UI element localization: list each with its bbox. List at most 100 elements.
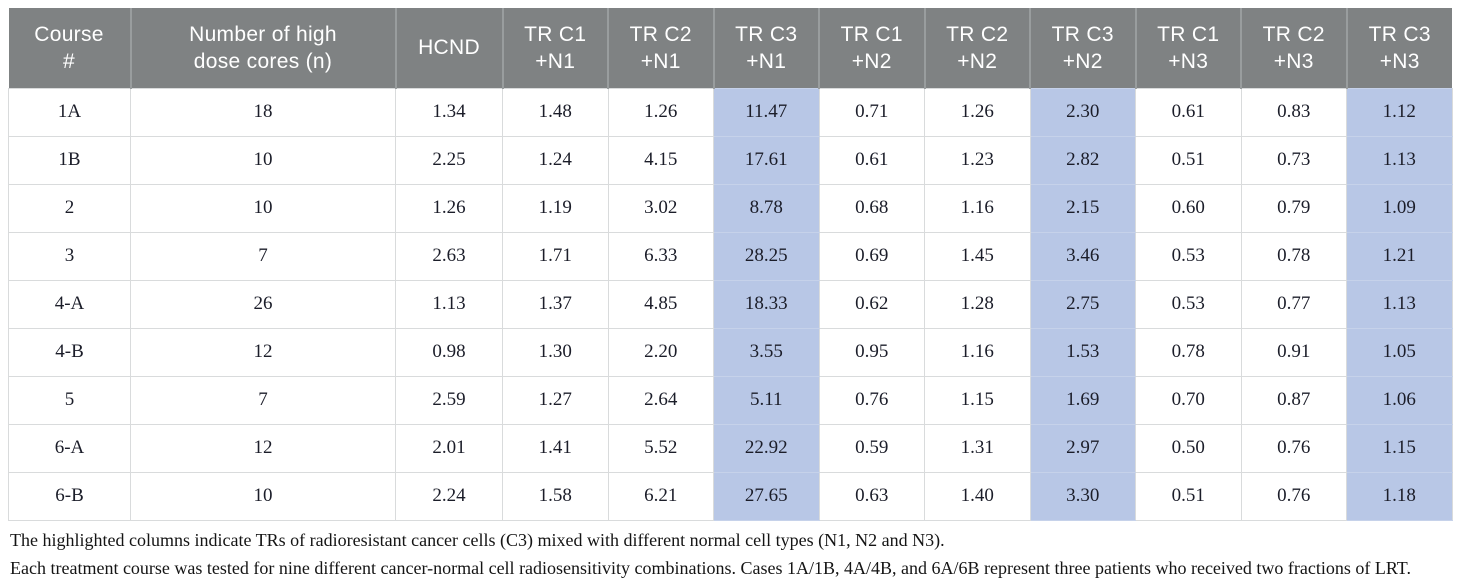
table-row: 1A 18 1.34 1.48 1.26 11.47 0.71 1.26 2.30 0.61 0.8… — [8, 87, 1453, 137]
course-id-cell: 1A — [8, 87, 131, 137]
value-cell: 10 — [130, 183, 396, 233]
value-cell: 0.60 — [1135, 183, 1242, 233]
course-id-cell: 1B — [8, 135, 131, 185]
footnote-highlight-explanation: The highlighted columns indicate TRs of … — [10, 529, 945, 550]
value-cell: 2.82 — [1029, 135, 1136, 185]
value-cell: 1.69 — [1029, 375, 1136, 425]
value-cell: 5.52 — [607, 423, 714, 473]
course-id-cell: 6-A — [8, 423, 131, 473]
value-cell: 0.91 — [1240, 327, 1347, 377]
value-cell: 1.41 — [502, 423, 609, 473]
value-cell: 10 — [130, 135, 396, 185]
value-cell: 0.77 — [1240, 279, 1347, 329]
paper-table-figure: Course # Number of high dose cores (n) HCN… — [8, 8, 1453, 581]
value-cell: 2.01 — [395, 423, 503, 473]
value-cell: 0.76 — [1240, 471, 1347, 521]
value-cell: 22.92 — [713, 423, 820, 473]
value-cell: 1.16 — [924, 327, 1031, 377]
column-header: TR C3 +N1 — [713, 8, 820, 88]
value-cell: 0.78 — [1135, 327, 1242, 377]
value-cell: 2.15 — [1029, 183, 1136, 233]
course-id-cell: 3 — [8, 231, 131, 281]
column-header: TR C3 +N3 — [1346, 8, 1452, 88]
column-header: TR C2 +N2 — [924, 8, 1031, 88]
value-cell: 3.30 — [1029, 471, 1136, 521]
value-cell: 1.06 — [1346, 375, 1453, 425]
value-cell: 2.24 — [395, 471, 503, 521]
value-cell: 1.28 — [924, 279, 1031, 329]
value-cell: 2.25 — [395, 135, 503, 185]
value-cell: 4.85 — [607, 279, 714, 329]
value-cell: 1.34 — [395, 87, 503, 137]
value-cell: 5.11 — [713, 375, 820, 425]
footnote-course-explanation: Each treatment course was tested for nin… — [10, 557, 1411, 578]
table-row: 1B 10 2.25 1.24 4.15 17.61 0.61 1.23 2.82 0.51 0.7… — [8, 135, 1453, 185]
value-cell: 2.59 — [395, 375, 503, 425]
value-cell: 1.45 — [924, 231, 1031, 281]
value-cell: 0.95 — [818, 327, 925, 377]
value-cell: 1.26 — [924, 87, 1031, 137]
value-cell: 0.53 — [1135, 279, 1242, 329]
value-cell: 26 — [130, 279, 396, 329]
value-cell: 7 — [130, 375, 396, 425]
value-cell: 1.15 — [1346, 423, 1453, 473]
value-cell: 1.18 — [1346, 471, 1453, 521]
value-cell: 18 — [130, 87, 396, 137]
value-cell: 6.33 — [607, 231, 714, 281]
table-footnotes: The highlighted columns indicate TRs of … — [8, 521, 1452, 581]
value-cell: 0.51 — [1135, 135, 1242, 185]
value-cell: 1.24 — [502, 135, 609, 185]
value-cell: 7 — [130, 231, 396, 281]
value-cell: 0.51 — [1135, 471, 1242, 521]
value-cell: 0.76 — [818, 375, 925, 425]
value-cell: 1.30 — [502, 327, 609, 377]
value-cell: 0.69 — [818, 231, 925, 281]
value-cell: 2.64 — [607, 375, 714, 425]
value-cell: 0.50 — [1135, 423, 1242, 473]
value-cell: 2.30 — [1029, 87, 1136, 137]
value-cell: 1.40 — [924, 471, 1031, 521]
course-id-cell: 6-B — [8, 471, 131, 521]
value-cell: 17.61 — [713, 135, 820, 185]
treatment-ratio-table: Course # Number of high dose cores (n) HCN… — [8, 8, 1453, 521]
column-header: TR C1 +N3 — [1135, 8, 1242, 88]
value-cell: 0.63 — [818, 471, 925, 521]
column-header: Course # — [8, 8, 132, 88]
value-cell: 0.73 — [1240, 135, 1347, 185]
value-cell: 0.61 — [818, 135, 925, 185]
course-id-cell: 4-B — [8, 327, 131, 377]
table-header: Course # Number of high dose cores (n) HCN… — [8, 8, 1452, 88]
value-cell: 1.15 — [924, 375, 1031, 425]
value-cell: 28.25 — [713, 231, 820, 281]
value-cell: 2.97 — [1029, 423, 1136, 473]
value-cell: 0.59 — [818, 423, 925, 473]
course-id-cell: 5 — [8, 375, 131, 425]
value-cell: 1.21 — [1346, 231, 1453, 281]
value-cell: 1.71 — [502, 231, 609, 281]
value-cell: 0.87 — [1240, 375, 1347, 425]
value-cell: 0.71 — [818, 87, 925, 137]
value-cell: 3.02 — [607, 183, 714, 233]
value-cell: 1.31 — [924, 423, 1031, 473]
value-cell: 0.62 — [818, 279, 925, 329]
value-cell: 1.37 — [502, 279, 609, 329]
value-cell: 12 — [130, 423, 396, 473]
value-cell: 2.20 — [607, 327, 714, 377]
table-row: 5 7 2.59 1.27 2.64 5.11 0.76 1.15 1.69 0.70 0.87 1.… — [8, 375, 1453, 425]
value-cell: 0.79 — [1240, 183, 1347, 233]
value-cell: 1.09 — [1346, 183, 1453, 233]
value-cell: 18.33 — [713, 279, 820, 329]
value-cell: 1.19 — [502, 183, 609, 233]
value-cell: 1.12 — [1346, 87, 1453, 137]
value-cell: 0.70 — [1135, 375, 1242, 425]
value-cell: 1.58 — [502, 471, 609, 521]
column-header: Number of high dose cores (n) — [130, 8, 397, 88]
value-cell: 1.13 — [1346, 135, 1453, 185]
value-cell: 4.15 — [607, 135, 714, 185]
value-cell: 1.26 — [395, 183, 503, 233]
column-header: HCND — [395, 8, 504, 88]
value-cell: 2.63 — [395, 231, 503, 281]
table-row: 2 10 1.26 1.19 3.02 8.78 0.68 1.16 2.15 0.60 0.79 1… — [8, 183, 1453, 233]
value-cell: 2.75 — [1029, 279, 1136, 329]
value-cell: 3.55 — [713, 327, 820, 377]
